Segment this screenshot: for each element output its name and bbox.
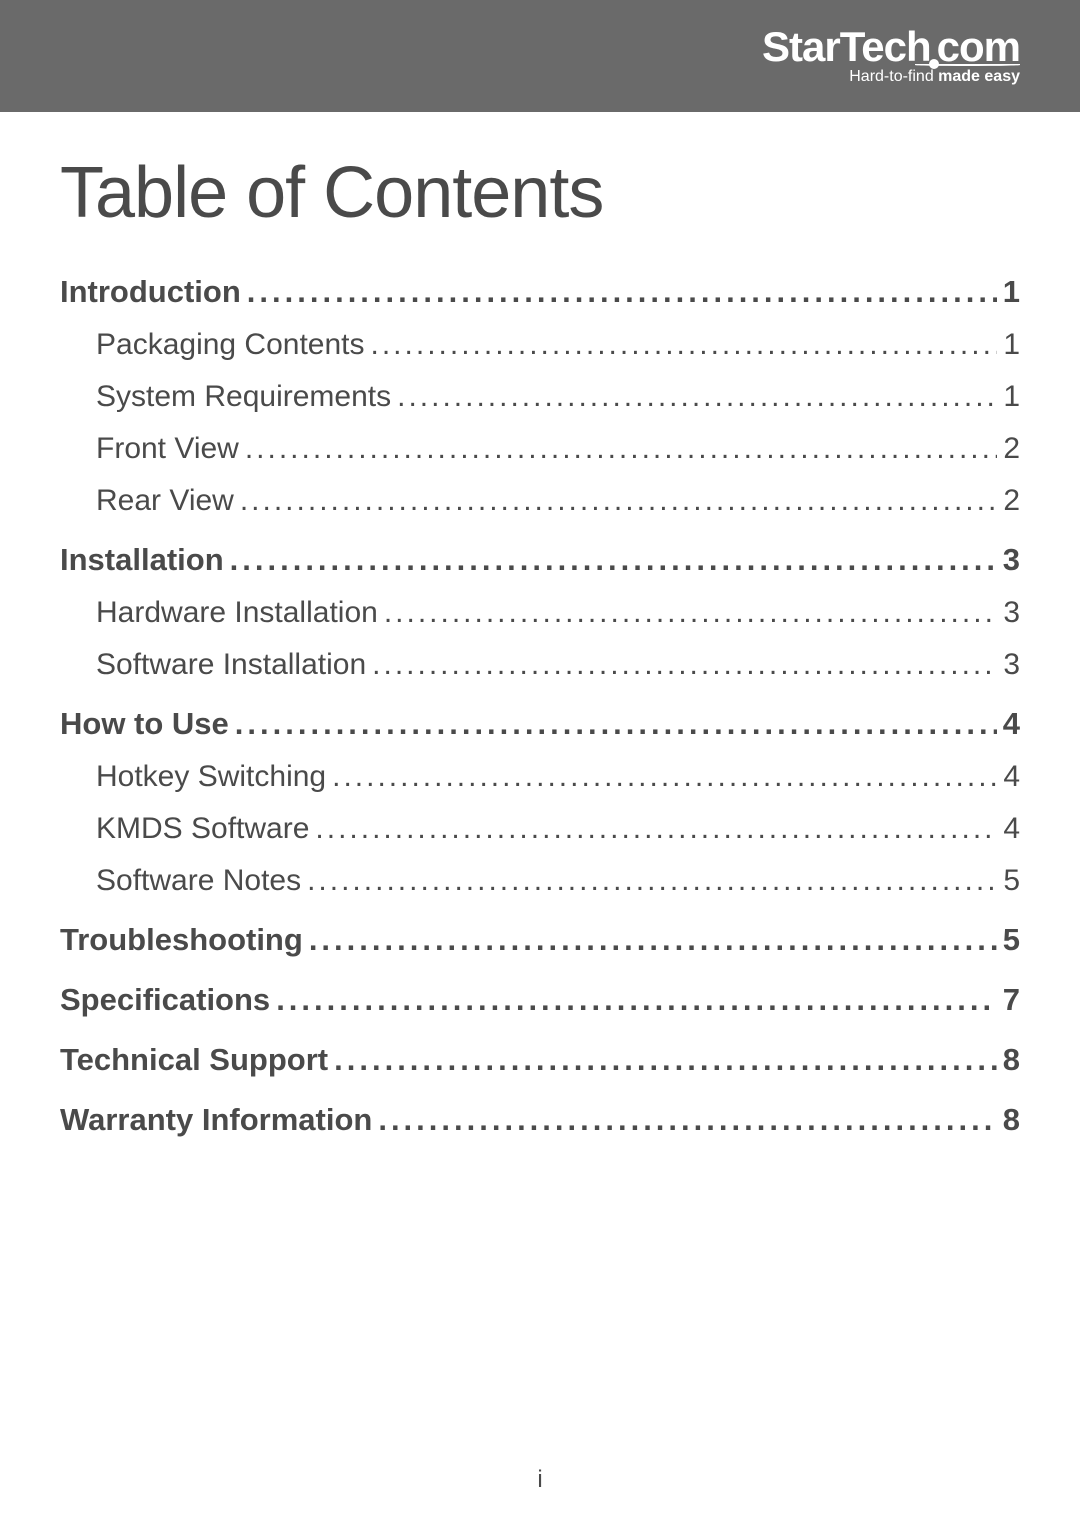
toc-entry: Hotkey Switching 4 xyxy=(60,760,1020,794)
toc-entry: Software Installation 3 xyxy=(60,648,1020,682)
toc-entry-page: 2 xyxy=(1003,484,1020,518)
toc-entry-label: Rear View xyxy=(96,484,234,518)
toc-leader-dots xyxy=(235,706,997,742)
toc-entry-label: Front View xyxy=(96,432,239,466)
toc-entry-page: 1 xyxy=(1003,274,1020,310)
toc-entry-label: Hardware Installation xyxy=(96,596,378,630)
toc-leader-dots xyxy=(276,982,997,1018)
toc-entry: Software Notes 5 xyxy=(60,864,1020,898)
content-area: Table of Contents Introduction1Packaging… xyxy=(0,112,1080,1138)
toc-entry-page: 2 xyxy=(1003,432,1020,466)
toc-entry-label: Software Installation xyxy=(96,648,366,682)
toc-leader-dots xyxy=(384,596,998,630)
toc-leader-dots xyxy=(247,274,997,310)
toc-entry: System Requirements 1 xyxy=(60,380,1020,414)
toc-entry-page: 3 xyxy=(1003,648,1020,682)
toc-entry-page: 8 xyxy=(1003,1102,1020,1138)
toc-entry: Introduction 1 xyxy=(60,274,1020,310)
toc-entry-label: Troubleshooting xyxy=(60,922,303,958)
toc-entry-label: Hotkey Switching xyxy=(96,760,326,794)
toc-entry: Warranty Information 8 xyxy=(60,1102,1020,1138)
table-of-contents: Introduction1Packaging Contents1System R… xyxy=(60,274,1020,1138)
toc-entry: Rear View 2 xyxy=(60,484,1020,518)
toc-entry-label: Introduction xyxy=(60,274,241,310)
toc-leader-dots xyxy=(315,812,997,846)
toc-entry: Troubleshooting 5 xyxy=(60,922,1020,958)
toc-entry-label: KMDS Software xyxy=(96,812,309,846)
logo-text-part2: com xyxy=(937,23,1020,70)
toc-entry-page: 5 xyxy=(1003,922,1020,958)
toc-entry: How to Use 4 xyxy=(60,706,1020,742)
toc-entry-label: Installation xyxy=(60,542,224,578)
toc-entry: Specifications 7 xyxy=(60,982,1020,1018)
toc-entry-label: Technical Support xyxy=(60,1042,328,1078)
logo-dot-icon xyxy=(929,59,939,69)
page-number-footer: i xyxy=(0,1466,1080,1494)
toc-leader-dots xyxy=(371,328,998,362)
logo-text: StarTechcom xyxy=(762,26,1020,68)
toc-leader-dots xyxy=(334,1042,997,1078)
toc-entry: Front View 2 xyxy=(60,432,1020,466)
toc-entry: KMDS Software 4 xyxy=(60,812,1020,846)
toc-leader-dots xyxy=(240,484,997,518)
toc-entry-page: 4 xyxy=(1003,760,1020,794)
toc-entry-page: 7 xyxy=(1003,982,1020,1018)
toc-entry-label: How to Use xyxy=(60,706,229,742)
toc-entry: Technical Support 8 xyxy=(60,1042,1020,1078)
toc-entry-page: 4 xyxy=(1003,812,1020,846)
toc-leader-dots xyxy=(397,380,997,414)
toc-leader-dots xyxy=(332,760,997,794)
page-title: Table of Contents xyxy=(60,152,1020,234)
toc-entry-label: Specifications xyxy=(60,982,270,1018)
toc-leader-dots xyxy=(372,648,997,682)
toc-entry-label: Packaging Contents xyxy=(96,328,365,362)
toc-entry-label: Software Notes xyxy=(96,864,301,898)
toc-entry-label: Warranty Information xyxy=(60,1102,372,1138)
toc-entry-page: 4 xyxy=(1003,706,1020,742)
toc-leader-dots xyxy=(309,922,997,958)
toc-leader-dots xyxy=(307,864,997,898)
toc-entry-page: 1 xyxy=(1003,380,1020,414)
header-bar: StarTechcom Hard-to-find made easy xyxy=(0,0,1080,112)
toc-entry-label: System Requirements xyxy=(96,380,391,414)
toc-leader-dots xyxy=(230,542,997,578)
logo-text-part1: StarTech xyxy=(762,23,931,70)
logo-tagline: Hard-to-find made easy xyxy=(762,68,1020,86)
toc-leader-dots xyxy=(378,1102,996,1138)
toc-entry-page: 3 xyxy=(1003,542,1020,578)
toc-entry: Packaging Contents 1 xyxy=(60,328,1020,362)
toc-entry-page: 8 xyxy=(1003,1042,1020,1078)
tagline-plain: Hard-to-find xyxy=(849,68,938,85)
brand-logo: StarTechcom Hard-to-find made easy xyxy=(762,26,1020,86)
toc-entry: Installation 3 xyxy=(60,542,1020,578)
toc-leader-dots xyxy=(245,432,997,466)
toc-entry-page: 5 xyxy=(1003,864,1020,898)
toc-entry: Hardware Installation 3 xyxy=(60,596,1020,630)
toc-entry-page: 3 xyxy=(1003,596,1020,630)
tagline-bold: made easy xyxy=(938,68,1020,85)
toc-entry-page: 1 xyxy=(1003,328,1020,362)
